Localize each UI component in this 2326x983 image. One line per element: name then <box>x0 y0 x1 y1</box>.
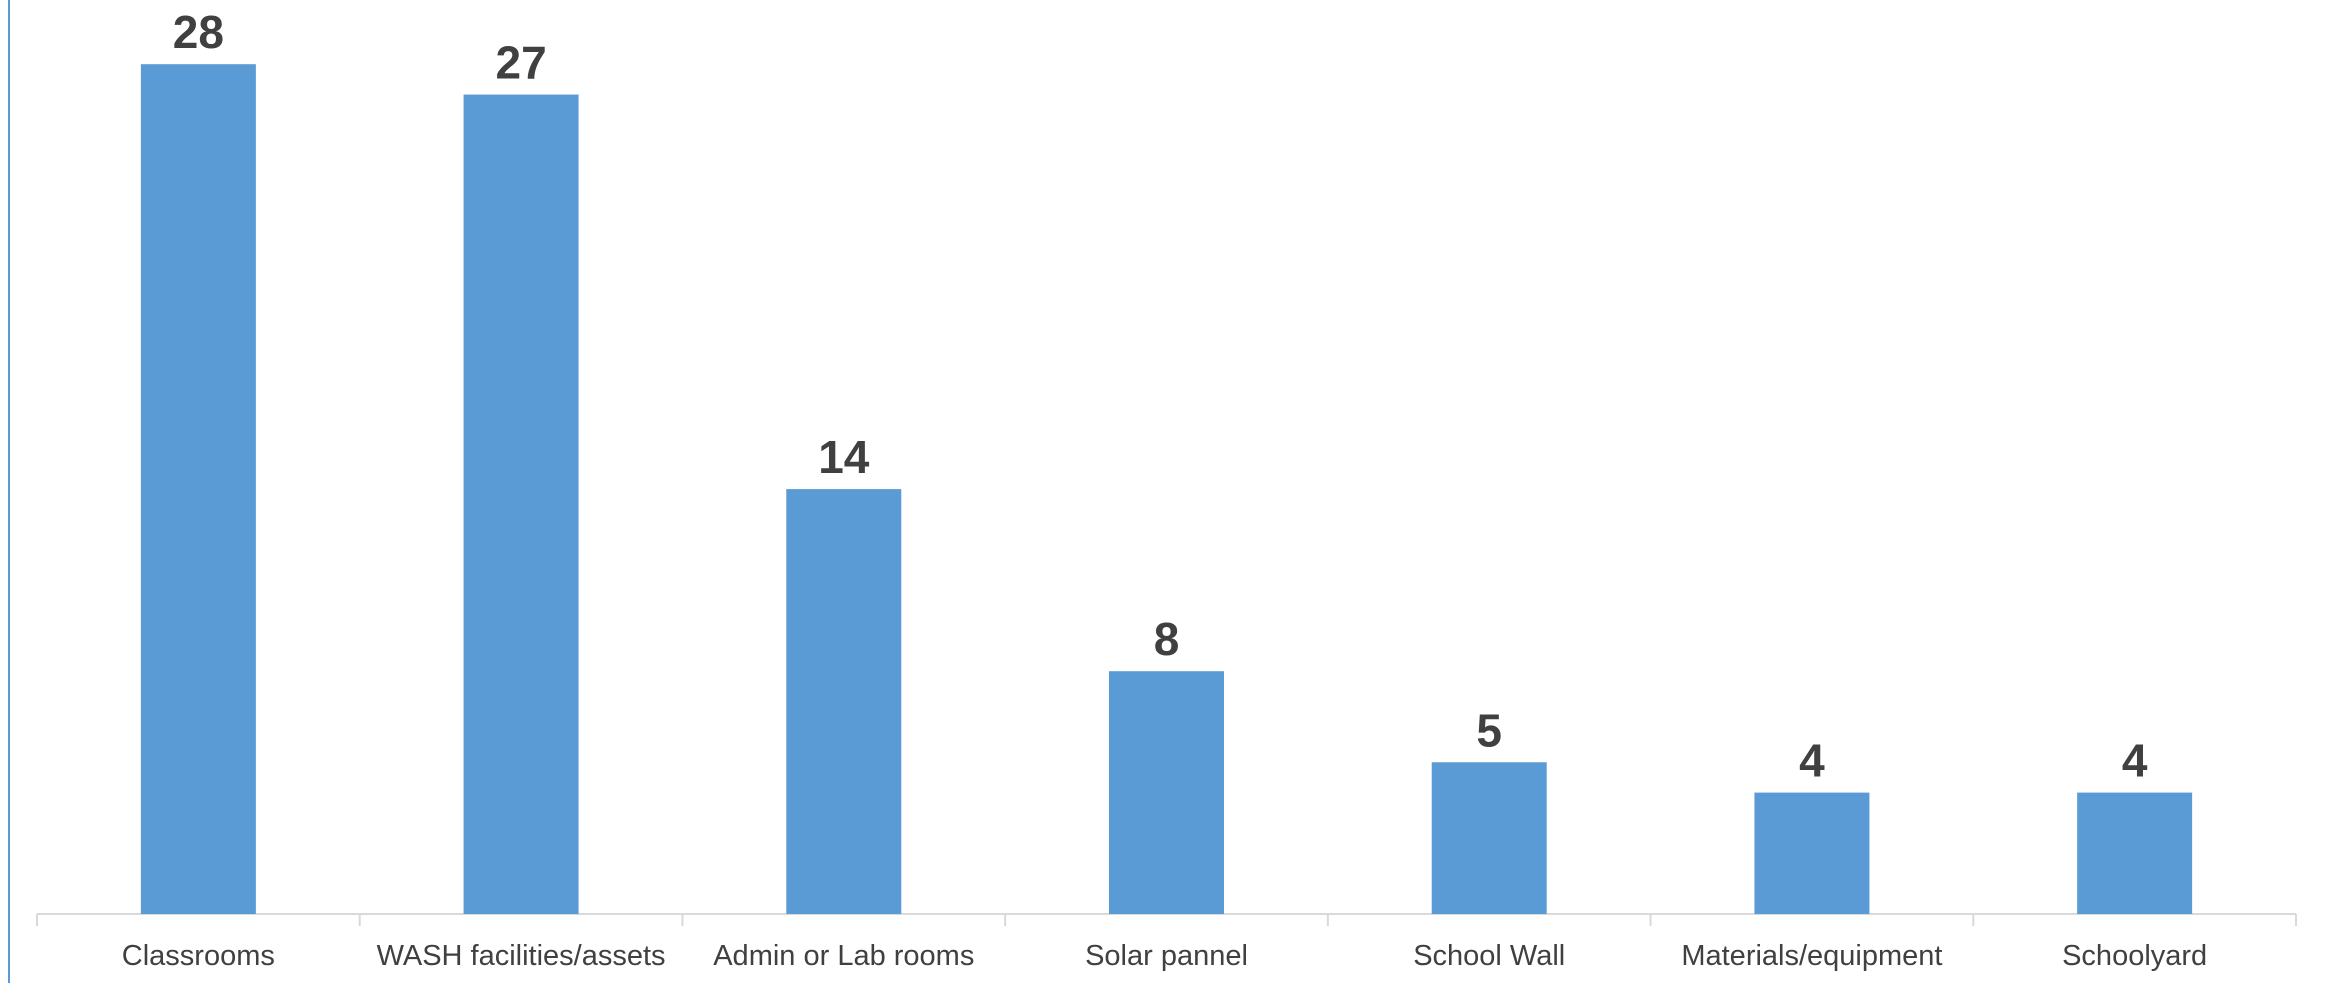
bar-value-label: 14 <box>818 431 870 483</box>
category-tick-label: Classrooms <box>122 940 275 972</box>
bars <box>140 64 2193 915</box>
bar-value-label: 28 <box>173 6 224 58</box>
bar-value-label: 8 <box>1154 613 1180 665</box>
bar <box>2077 792 2193 914</box>
bar <box>1109 671 1224 914</box>
category-tick-label: Materials/equipment <box>1681 940 1942 972</box>
bar-value-label: 4 <box>1799 735 1825 787</box>
x-axis-ticks <box>36 914 2297 926</box>
chart-frame <box>8 0 2326 983</box>
bar <box>786 489 902 914</box>
category-tick-label: Solar pannel <box>1085 940 1248 972</box>
category-tick-label: Admin or Lab rooms <box>713 940 974 972</box>
bar-value-label: 4 <box>2122 735 2148 787</box>
bar-value-label: 27 <box>495 37 546 89</box>
data-labels: 28 27 14 8 5 4 4 <box>173 6 2148 786</box>
category-tick-label: School Wall <box>1413 940 1565 972</box>
bar <box>1431 762 1547 914</box>
bar <box>1754 792 1870 914</box>
bar <box>463 94 579 915</box>
category-tick-label: WASH facilities/assets <box>377 940 666 972</box>
category-tick-label: Schoolyard <box>2062 940 2207 972</box>
bar-value-label: 5 <box>1476 704 1502 756</box>
category-labels: Classrooms WASH facilities/assets Admin or… <box>122 940 2207 972</box>
bar <box>140 64 256 914</box>
